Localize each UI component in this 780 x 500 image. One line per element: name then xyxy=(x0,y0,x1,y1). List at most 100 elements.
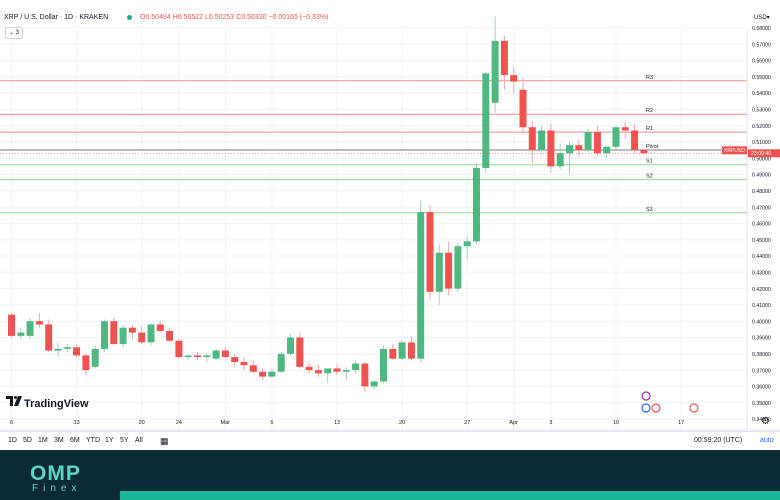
chevron-down-icon: ⌄ xyxy=(8,30,14,36)
candle-body xyxy=(370,381,378,387)
candle-body xyxy=(249,365,257,372)
candle-body xyxy=(445,252,453,289)
brand-logo-top: OMP xyxy=(30,462,81,485)
price-tick-label: 0.48000 xyxy=(752,189,771,195)
candle-body xyxy=(556,153,564,167)
price-tick-label: 0.44000 xyxy=(752,254,771,260)
lightning-event-icon xyxy=(641,391,651,401)
date-tick-label: 13 xyxy=(334,420,340,426)
date-tick-label: 17 xyxy=(678,420,684,426)
price-tick-label: 0.43000 xyxy=(752,271,771,277)
utc-clock[interactable]: 00:59:20 (UTC) xyxy=(694,437,743,444)
date-tick-label: Mar xyxy=(221,420,231,426)
candle-body xyxy=(45,324,53,351)
symbol-tag-bg xyxy=(722,146,747,155)
candle-body xyxy=(305,366,313,371)
range-all[interactable]: All xyxy=(135,437,143,444)
candle-body xyxy=(621,127,629,131)
candle-body xyxy=(101,321,108,349)
auto-scale-toggle[interactable]: auto xyxy=(760,437,774,444)
date-tick-label: 20 xyxy=(139,420,145,426)
ohlc-readout: O0.50484 H0.50522 L0.50253 C0.50330 −0.0… xyxy=(140,14,329,21)
candle-body xyxy=(119,327,127,345)
candle-body xyxy=(417,211,425,359)
candle-body xyxy=(287,337,294,354)
candle-series xyxy=(8,16,648,392)
symbol-title[interactable]: XRP / U.S. Dollar · 1D · KRAKEN xyxy=(4,14,109,21)
currency-label[interactable]: USD▾ xyxy=(754,15,770,21)
candle-body xyxy=(184,355,192,358)
last-price-tag: 23:00:40 xyxy=(751,151,771,157)
range-1d[interactable]: 1D xyxy=(8,437,17,444)
candle-body xyxy=(333,368,341,372)
tradingview-logo-icon xyxy=(6,396,22,406)
candle-body xyxy=(110,321,118,345)
range-5d[interactable]: 5D xyxy=(23,437,32,444)
flag-event-icon xyxy=(651,403,661,413)
candle-body xyxy=(519,89,527,128)
date-tick-label: 20 xyxy=(399,420,405,426)
grid-lines xyxy=(0,27,747,430)
pivot-label: R3 xyxy=(646,75,653,81)
candle-body xyxy=(426,211,434,292)
candle-body xyxy=(584,132,592,151)
chart-header: XRP / U.S. Dollar · 1D · KRAKEN O0.50484… xyxy=(0,0,780,42)
price-tick-label: 0.35000 xyxy=(752,401,771,407)
event-markers xyxy=(641,391,699,413)
range-ytd[interactable]: YTD xyxy=(86,437,100,444)
price-tick-label: 0.57000 xyxy=(752,42,771,48)
candle-body xyxy=(26,321,34,336)
range-1m[interactable]: 1M xyxy=(38,437,48,444)
candle-body xyxy=(221,350,229,358)
candle-body xyxy=(82,355,90,371)
price-tick-label: 0.42000 xyxy=(752,287,771,293)
candle-body xyxy=(463,241,471,247)
indicators-toggle[interactable]: ⌄ 3 xyxy=(5,27,23,39)
pivot-label: R1 xyxy=(646,126,653,132)
price-axis: 0.58000 0.57000 0.56000 0.55000 0.54000 0.530… xyxy=(0,26,780,430)
price-tick-label: 0.34000 xyxy=(752,417,771,423)
range-3m[interactable]: 3M xyxy=(54,437,64,444)
pivot-label: S1 xyxy=(646,159,653,165)
pivot-label: S3 xyxy=(646,207,653,213)
settings-gear-icon[interactable]: ⚙ xyxy=(761,416,770,427)
candle-body xyxy=(8,314,15,336)
candle-body xyxy=(575,145,583,151)
pivot-levels: R3 R2 R1 Pivot S1 S2 S3 xyxy=(0,75,747,214)
candle-body xyxy=(407,342,415,359)
candle-body xyxy=(324,368,332,374)
price-tick-label: 0.46000 xyxy=(752,222,771,228)
candle-body xyxy=(500,40,508,76)
calendar-icon[interactable]: ▦ xyxy=(160,436,169,446)
candle-body xyxy=(389,348,397,359)
price-tick-label: 0.50000 xyxy=(752,156,771,162)
candle-body xyxy=(510,75,518,82)
candle-body xyxy=(166,330,174,341)
range-5y[interactable]: 5Y xyxy=(120,437,129,444)
candle-body xyxy=(640,150,648,154)
candle-body xyxy=(603,146,611,154)
price-tick-label: 0.54000 xyxy=(752,91,771,97)
price-tick-label: 0.53000 xyxy=(752,108,771,114)
candle-body xyxy=(435,252,443,292)
price-tick-label: 0.39000 xyxy=(752,336,771,342)
date-tick-label: 13 xyxy=(74,420,80,426)
range-6m[interactable]: 6M xyxy=(70,437,80,444)
price-tick-label: 0.47000 xyxy=(752,205,771,211)
brand-footer: OMP Finex xyxy=(0,450,780,500)
candle-body xyxy=(538,130,546,151)
date-tick-label: 27 xyxy=(464,420,470,426)
brand-logo-bottom: Finex xyxy=(32,483,82,494)
candle-body xyxy=(156,324,164,331)
candle-body xyxy=(398,342,406,359)
date-tick-label: 6 xyxy=(10,420,13,426)
price-tick-label: 0.49000 xyxy=(752,173,771,179)
market-status-dot xyxy=(127,15,132,20)
candle-body xyxy=(147,324,155,343)
range-1y[interactable]: 1Y xyxy=(105,437,114,444)
candle-body xyxy=(482,73,490,168)
candle-body xyxy=(138,332,146,343)
date-tick-label: 10 xyxy=(613,420,619,426)
date-tick-label: Apr xyxy=(509,420,518,426)
